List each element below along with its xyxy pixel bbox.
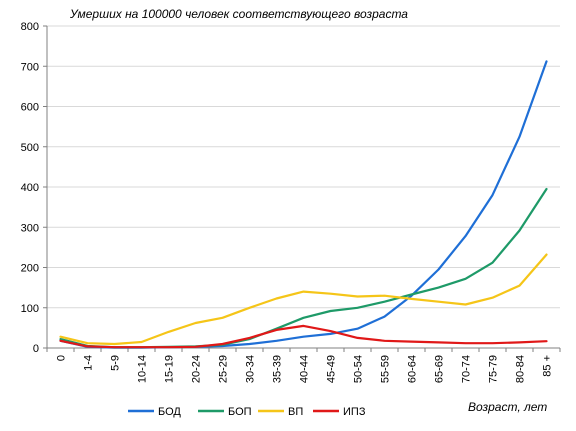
y-tick-label: 700 — [21, 61, 39, 73]
legend-label: ИПЗ — [343, 406, 366, 418]
series-line — [59, 187, 548, 349]
x-tick-label: 35-39 — [272, 355, 284, 383]
y-tick-label: 100 — [21, 303, 39, 315]
x-tick-label: 30-34 — [245, 355, 257, 383]
x-axis-label: Возраст, лет — [468, 400, 547, 414]
legend: БОД БОП ВП ИПЗ — [128, 406, 366, 418]
x-axis-ticks: 0 1-4 5-9 10-14 15-19 20-24 25-29 30-34 35-39 40-… — [46, 348, 561, 383]
series-lines — [59, 60, 548, 349]
x-tick-label: 75-79 — [488, 355, 500, 383]
x-tick-label: 15-19 — [164, 355, 176, 383]
series-line — [59, 60, 548, 349]
x-tick-label: 65-69 — [434, 355, 446, 383]
y-tick-label: 500 — [21, 142, 39, 154]
y-tick-label: 600 — [21, 102, 39, 114]
legend-label: БОП — [228, 406, 252, 418]
y-axis-ticks: 0 100 200 300 400 500 600 700 800 — [21, 21, 47, 355]
gridlines — [47, 25, 560, 309]
series-line — [59, 253, 548, 346]
x-tick-label: 60-64 — [407, 355, 419, 383]
x-tick-label: 10-14 — [137, 355, 149, 383]
x-tick-label: 5-9 — [110, 355, 122, 371]
series-line — [59, 324, 548, 349]
chart-title: Умерших на 100000 человек соответствующе… — [69, 7, 408, 21]
y-tick-label: 300 — [21, 222, 39, 234]
x-tick-label: 1-4 — [83, 355, 95, 371]
y-tick-label: 800 — [21, 21, 39, 33]
x-tick-label: 85 + — [542, 355, 554, 377]
y-tick-label: 200 — [21, 263, 39, 275]
x-tick-label: 70-74 — [461, 355, 473, 383]
x-tick-label: 20-24 — [191, 355, 203, 383]
y-tick-label: 400 — [21, 182, 39, 194]
y-tick-label: 0 — [33, 343, 39, 355]
x-tick-label: 80-84 — [515, 355, 527, 383]
x-tick-label: 55-59 — [380, 355, 392, 383]
x-tick-label: 0 — [56, 355, 68, 361]
legend-label: ВП — [288, 406, 303, 418]
x-tick-label: 25-29 — [218, 355, 230, 383]
legend-label: БОД — [158, 406, 181, 418]
x-tick-label: 40-44 — [299, 355, 311, 383]
x-tick-label: 45-49 — [326, 355, 338, 383]
x-tick-label: 50-54 — [353, 355, 365, 383]
